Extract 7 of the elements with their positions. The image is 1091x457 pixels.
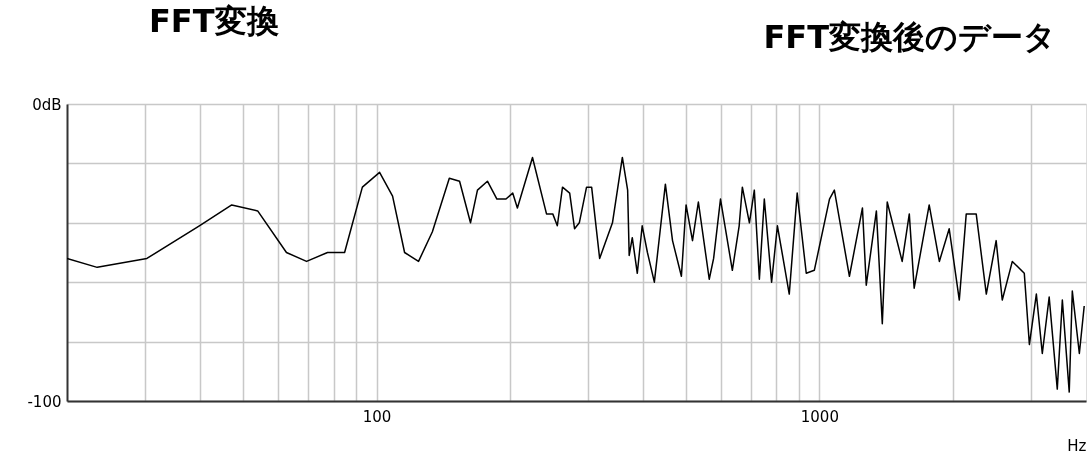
- y-tick-label: 0dB: [32, 95, 62, 114]
- text: FFT変換: [149, 2, 279, 40]
- y-tick-label: -100: [27, 392, 62, 411]
- x-axis-title: Hz: [1067, 436, 1087, 455]
- x-tick-label: 1000: [800, 407, 839, 426]
- x-tick-label: 100: [362, 407, 392, 426]
- chart-title: FFT変換後のデータ: [763, 18, 1056, 56]
